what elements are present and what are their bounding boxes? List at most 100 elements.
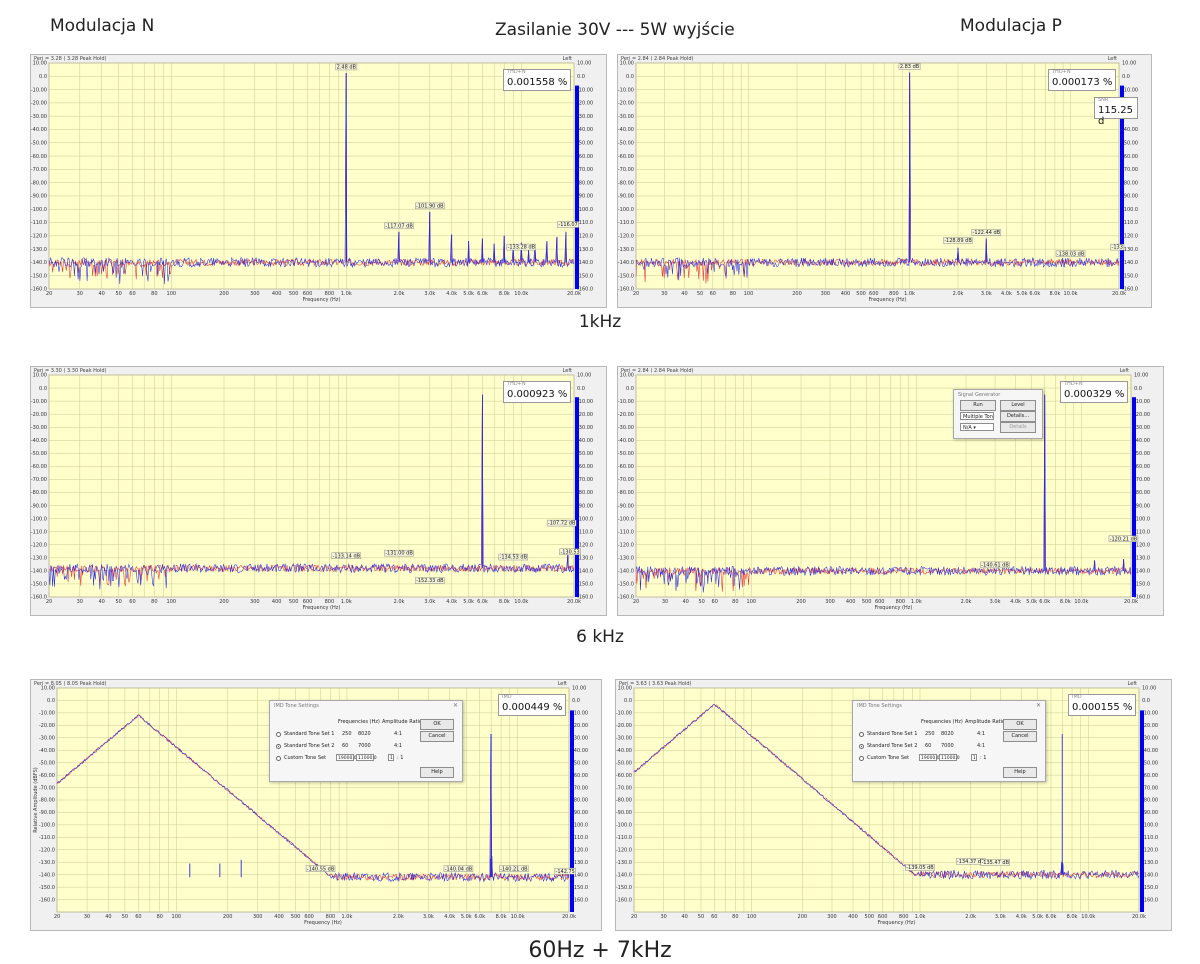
y-tick-label-left: -30.00 xyxy=(618,114,634,120)
annotation-label: -133 xyxy=(1112,245,1123,251)
help-button[interactable]: Help xyxy=(420,767,454,778)
tone-set-radio[interactable] xyxy=(276,756,281,761)
x-axis-label: Frequency (Hz) xyxy=(878,920,916,926)
tone-freq-1: 250 xyxy=(925,731,935,737)
tone-set-radio[interactable] xyxy=(859,732,864,737)
y-tick-label-left: -60.00 xyxy=(31,464,47,470)
details-button-2[interactable]: Details xyxy=(1000,422,1036,433)
custom-freq-2-input[interactable]: 11000.0 xyxy=(356,754,377,761)
run-button[interactable]: Run xyxy=(960,400,996,411)
x-tick-label: 10.0k xyxy=(514,599,528,605)
dialog-title: IMD Tone Settings xyxy=(274,703,319,709)
ok-button[interactable]: OK xyxy=(420,719,454,730)
level-meter-bar xyxy=(1132,397,1136,597)
y-tick-label-left: -100.0 xyxy=(618,207,634,213)
y-tick-label-right: -90.00 xyxy=(1122,194,1138,200)
thd-readout: IMD 0.000449 % xyxy=(498,694,566,716)
spectrum-chart: Peri = 3.30 ( 3.30 Peak Hold) Left 20 30 40 5… xyxy=(31,368,593,611)
close-icon[interactable]: ✕ xyxy=(452,702,458,709)
y-tick-label-right: -60.00 xyxy=(1142,773,1158,779)
x-tick-label: 800 xyxy=(889,291,899,297)
caption-1khz: 1kHz xyxy=(578,312,622,332)
y-tick-label-left: 10.00 xyxy=(620,61,634,67)
imd-tone-settings-dialog: IMD Tone Settings ✕ Frequencies (Hz) Amplit… xyxy=(852,700,1046,782)
tone-set-radio[interactable] xyxy=(276,744,281,749)
y-tick-label-right: -140.0 xyxy=(1134,569,1150,575)
x-tick-label: 600 xyxy=(875,599,885,605)
readout-label: SNR xyxy=(1098,97,1109,103)
details-button[interactable]: Details... xyxy=(1000,411,1036,422)
mode-select[interactable]: Multiple Ton ▾ xyxy=(960,412,994,428)
x-tick-label: 200 xyxy=(219,599,229,605)
y-tick-label-right: -90.00 xyxy=(577,194,593,200)
y-tick-label-right: -160.0 xyxy=(1134,595,1150,601)
x-tick-label: 20.0k xyxy=(562,914,576,920)
tone-set-name: Standard Tone Set 2 xyxy=(284,743,335,749)
readout-label: IMD xyxy=(1072,694,1082,700)
x-tick-label: 800 xyxy=(326,914,336,920)
custom-freq-1-input[interactable]: 19000.0 xyxy=(336,754,357,761)
y-tick-label-right: -50.00 xyxy=(577,451,593,457)
y-tick-label-left: -120.0 xyxy=(31,542,47,548)
annotation-box xyxy=(415,202,445,210)
custom-freq-2-input[interactable]: 11000.0 xyxy=(939,754,960,761)
x-tick-label: 3.0k xyxy=(424,291,435,297)
annotation-label: -101.90 dB xyxy=(416,203,444,209)
y-tick-label-left: -50.00 xyxy=(618,140,634,146)
annotation-box xyxy=(980,561,1010,569)
y-tick-label-left: -20.00 xyxy=(618,101,634,107)
y-tick-label-right: -140.0 xyxy=(1122,260,1138,266)
y-tick-label-left: 0.0 xyxy=(39,74,47,80)
custom-ratio-input[interactable]: 1 xyxy=(971,754,977,761)
annotation-box xyxy=(980,859,1010,866)
tone-set-radio[interactable] xyxy=(276,732,281,737)
y-tick-label-left: 10.00 xyxy=(620,373,634,379)
x-tick-label: 5.0k xyxy=(1017,291,1028,297)
signal-generator-dialog: Signal Generator Run Level Multiple Ton ▾ De… xyxy=(953,389,1043,439)
annotation-box xyxy=(557,221,579,228)
tone-set-radio[interactable] xyxy=(859,744,864,749)
tone-set-radio[interactable] xyxy=(859,756,864,761)
custom-freq-1-input[interactable]: 19000.0 xyxy=(919,754,940,761)
y-tick-label-left: -120.0 xyxy=(31,234,47,240)
close-icon[interactable]: ✕ xyxy=(1035,702,1041,709)
x-tick-label: 20.0k xyxy=(1112,291,1126,297)
channel-select[interactable]: N/A ▾ xyxy=(960,423,994,431)
y-tick-label-right: -20.00 xyxy=(1142,723,1158,729)
y-tick-label-right: -140.0 xyxy=(1142,872,1158,878)
y-tick-label-right: 10.00 xyxy=(1122,61,1136,67)
y-tick-label-left: -10.00 xyxy=(39,711,55,717)
x-tick-label: 80 xyxy=(732,599,738,605)
annotation-label: -134.53 dB xyxy=(500,555,528,561)
level-meter-bar xyxy=(575,397,579,597)
y-tick-label-right: -50.00 xyxy=(1134,451,1150,457)
x-tick-label: 30 xyxy=(77,599,83,605)
channel-label: Left xyxy=(1128,681,1137,687)
y-tick-label-left: -10.00 xyxy=(618,399,634,405)
y-tick-label-left: -60.00 xyxy=(618,464,634,470)
x-tick-label: 300 xyxy=(253,914,263,920)
annotation-box xyxy=(546,519,577,527)
y-tick-label-left: -60.00 xyxy=(616,773,632,779)
help-button[interactable]: Help xyxy=(1003,767,1037,778)
annotation-box xyxy=(1055,250,1086,257)
spectrum-panel-6khz-p: Peri = 2.84 ( 2.84 Peak Hold) Left 20 30 40 5… xyxy=(617,366,1164,616)
custom-ratio-input[interactable]: 1 xyxy=(388,754,394,761)
spectrum-trace-red xyxy=(48,394,575,587)
cancel-button[interactable]: Cancel xyxy=(420,731,454,742)
cancel-button[interactable]: Cancel xyxy=(1003,731,1037,742)
y-tick-label-right: -50.00 xyxy=(572,760,588,766)
annotation-box xyxy=(1110,243,1125,251)
level-button[interactable]: Level xyxy=(1000,400,1036,411)
spectrum-trace-blue xyxy=(635,72,1120,281)
x-tick-label: 30 xyxy=(662,599,668,605)
y-tick-label-right: -20.00 xyxy=(577,412,593,418)
x-tick-label: 30 xyxy=(661,291,667,297)
dialog-title: Signal Generator xyxy=(958,392,1001,398)
ok-button[interactable]: OK xyxy=(1003,719,1037,730)
y-tick-label-left: -80.00 xyxy=(618,180,634,186)
thd-readout: THD+N 0.001558 % xyxy=(503,69,571,91)
x-tick-label: 100 xyxy=(167,291,177,297)
annotation-label: -134.37 dB xyxy=(957,859,985,865)
y-tick-label-right: -150.0 xyxy=(1122,273,1138,279)
